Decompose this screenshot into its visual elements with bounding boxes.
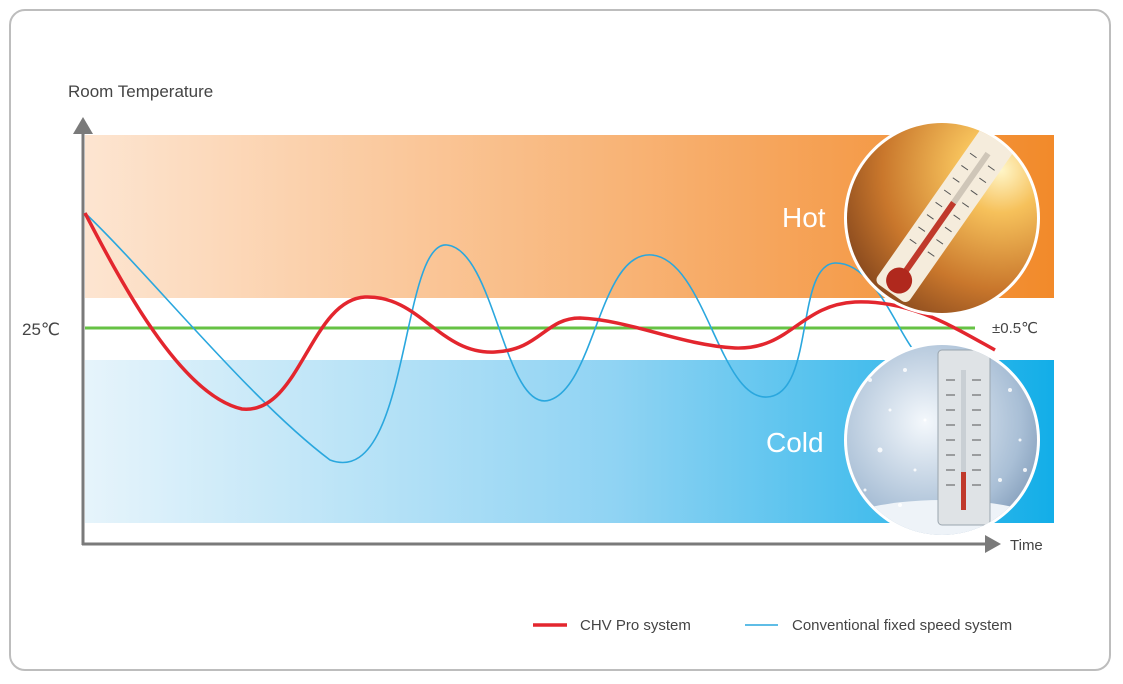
legend-label-chv-pro: CHV Pro system: [580, 617, 691, 634]
y-axis-arrow: [73, 117, 93, 134]
tolerance-label: ±0.5℃: [992, 320, 1038, 337]
series-line-conventional: [84, 212, 913, 464]
cold-zone-label: Cold: [766, 427, 824, 458]
series-line-chv-pro: [83, 212, 996, 411]
chart-frame: [9, 9, 1111, 671]
y-axis-label: Room Temperature: [68, 82, 213, 101]
legend-label-conventional: Conventional fixed speed system: [792, 617, 1012, 634]
hot-zone-label: Hot: [782, 202, 826, 233]
x-axis-label: Time: [1010, 537, 1043, 554]
reference-label: 25℃: [22, 320, 60, 339]
x-axis-arrow: [985, 535, 1001, 553]
hot-thermometer-image: [844, 120, 1040, 316]
cold-thermometer-image: [844, 342, 1040, 538]
